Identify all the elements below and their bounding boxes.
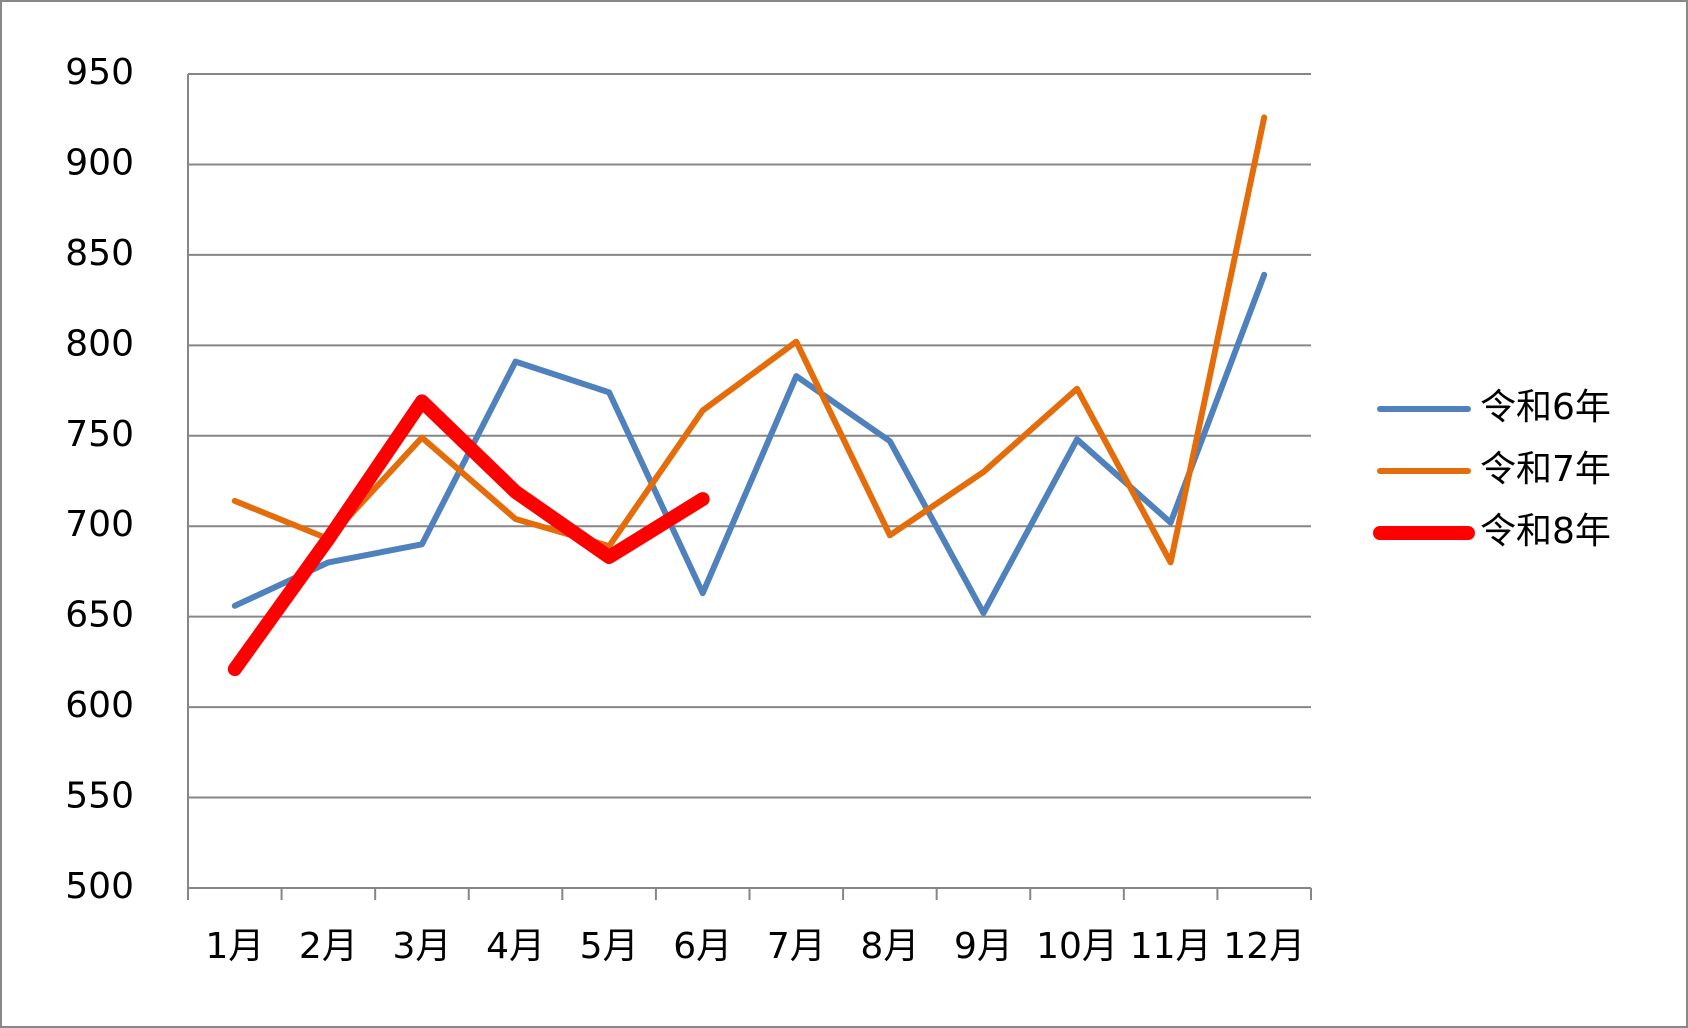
line-series bbox=[227, 394, 710, 677]
y-tick-label: 850 bbox=[65, 233, 134, 274]
x-tick-label: 4月 bbox=[486, 926, 545, 967]
y-tick-label: 950 bbox=[65, 52, 134, 93]
line-series bbox=[231, 114, 1268, 566]
x-tick-label: 1月 bbox=[205, 926, 264, 967]
x-tick-label: 2月 bbox=[299, 926, 358, 967]
y-tick-label: 800 bbox=[65, 323, 134, 364]
x-tick-label: 3月 bbox=[393, 926, 452, 967]
y-tick-label: 550 bbox=[65, 776, 134, 817]
x-tick-label: 10月 bbox=[1036, 926, 1118, 967]
y-tick-label: 500 bbox=[65, 866, 134, 907]
legend-label: 令和8年 bbox=[1480, 511, 1611, 552]
x-tick-label: 5月 bbox=[580, 926, 639, 967]
y-tick-label: 900 bbox=[65, 142, 134, 183]
x-tick-label: 7月 bbox=[767, 926, 826, 967]
x-tick-label: 8月 bbox=[860, 926, 919, 967]
legend-label: 令和6年 bbox=[1480, 387, 1611, 428]
x-tick-label: 11月 bbox=[1130, 926, 1212, 967]
x-tick-label: 6月 bbox=[673, 926, 732, 967]
y-tick-label: 700 bbox=[65, 504, 134, 545]
y-tick-label: 600 bbox=[65, 685, 134, 726]
x-tick-label: 12月 bbox=[1223, 926, 1305, 967]
x-tick-label: 9月 bbox=[954, 926, 1013, 967]
y-tick-label: 650 bbox=[65, 595, 134, 636]
legend-label: 令和7年 bbox=[1480, 449, 1611, 490]
line-series bbox=[231, 271, 1268, 617]
y-tick-label: 750 bbox=[65, 414, 134, 455]
